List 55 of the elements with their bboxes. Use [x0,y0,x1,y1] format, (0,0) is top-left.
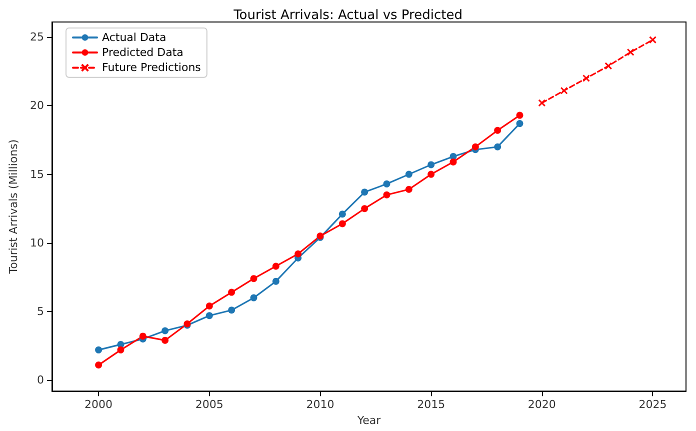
x-tick-label: 2025 [638,398,667,412]
point [206,312,213,320]
x-tick-label: 2015 [417,398,446,412]
x-axis-title: Year [356,414,382,427]
point [383,191,390,198]
chart-title: Tourist Arrivals: Actual vs Predicted [232,8,462,23]
point [162,327,169,334]
point [139,332,146,340]
point [516,120,524,128]
point [228,288,236,296]
y-tick-label: 5 [37,305,44,318]
point [117,346,124,354]
point [604,62,612,70]
point [361,188,368,196]
y-tick-label: 0 [37,374,44,387]
y-tick-label: 20 [30,99,44,112]
point [383,180,390,188]
point [538,99,546,107]
point [338,220,346,228]
x-tick-label: 2020 [528,398,556,412]
point [95,362,102,369]
point [250,275,258,282]
point [228,306,236,314]
point [250,294,258,302]
legend-label: Predicted Data [102,46,184,59]
point [405,186,412,193]
point [206,302,213,310]
y-axis-title: Tourist Arrivals (Millions) [7,139,20,275]
x-tick-label: 2000 [84,398,113,412]
point [649,36,656,44]
point [494,143,502,150]
x-tick-label: 2005 [195,398,224,412]
point [560,86,568,94]
point [95,346,102,354]
point [626,48,634,56]
point [272,278,280,285]
point [428,170,435,178]
x-tick-label: 2010 [306,398,334,412]
point [516,112,524,119]
point [472,143,479,150]
y-tick-label: 10 [30,236,44,250]
legend-label: Future Predictions [102,61,202,74]
point [494,126,502,134]
legend-label: Actual Data [102,31,166,44]
point [405,170,412,178]
y-tick-label: 15 [30,168,44,181]
point [361,205,368,212]
point [338,210,346,218]
point [428,161,435,168]
point [162,336,169,344]
point [450,158,457,166]
point [294,250,302,258]
point [582,74,590,82]
y-tick-label: 25 [30,30,44,44]
point [272,262,280,270]
